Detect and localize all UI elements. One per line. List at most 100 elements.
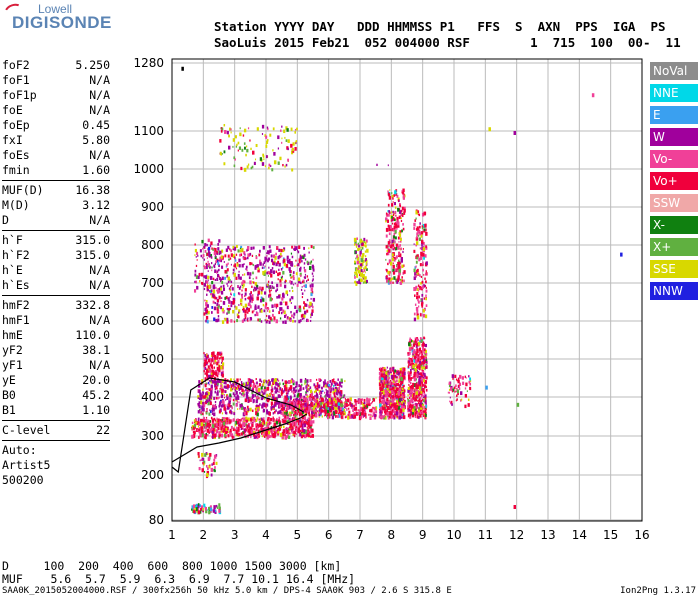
echo-point — [283, 129, 286, 134]
echo-point — [252, 387, 254, 390]
echo-point — [399, 233, 402, 238]
echo-point — [234, 420, 236, 423]
echo-point — [393, 194, 396, 197]
echo-point — [208, 383, 210, 386]
echo-point — [391, 239, 394, 244]
echo-point — [293, 430, 296, 435]
echo-point — [414, 397, 417, 402]
echo-point — [321, 400, 323, 404]
echo-point — [419, 256, 423, 260]
echo-point — [204, 243, 207, 247]
echo-point — [310, 428, 312, 431]
echo-point — [422, 224, 426, 228]
echo-point — [198, 455, 200, 458]
echo-point — [372, 406, 374, 409]
echo-point — [410, 377, 412, 379]
echo-point — [228, 400, 231, 405]
echo-point — [245, 153, 247, 157]
echo-point — [387, 224, 390, 228]
echo-point — [199, 422, 202, 426]
echo-point — [398, 401, 400, 404]
echo-point — [380, 394, 382, 396]
echo-point — [394, 382, 398, 387]
echo-point — [319, 390, 323, 395]
echo-point — [422, 388, 425, 392]
echo-point — [308, 405, 311, 410]
echo-point — [215, 405, 217, 409]
echo-point — [206, 428, 210, 433]
echo-point — [238, 146, 242, 150]
echo-point — [221, 351, 223, 354]
echo-point — [233, 293, 236, 297]
echo-point — [207, 270, 209, 272]
echo-point — [415, 210, 418, 215]
echo-point — [297, 400, 300, 405]
echo-point — [320, 396, 322, 399]
echo-point — [310, 398, 313, 402]
echo-point — [403, 264, 405, 267]
echo-point — [251, 254, 254, 257]
echo-point — [308, 408, 310, 411]
echo-point — [368, 402, 371, 407]
echo-point — [223, 385, 226, 389]
echo-point — [303, 408, 305, 412]
echo-point — [412, 412, 414, 415]
echo-point — [265, 302, 268, 306]
echo-point — [214, 362, 216, 365]
echo-point — [265, 430, 268, 435]
echo-point — [282, 413, 285, 417]
echo-point — [400, 217, 402, 220]
echo-point — [279, 317, 282, 320]
echo-point — [273, 319, 275, 322]
echo-point — [208, 412, 211, 416]
echo-point — [273, 410, 276, 414]
echo-point — [283, 398, 286, 402]
echo-point — [420, 405, 423, 410]
echo-point — [374, 413, 377, 418]
echo-point — [275, 389, 278, 394]
echo-point — [215, 461, 218, 465]
echo-point — [216, 258, 219, 262]
echo-point — [395, 223, 398, 228]
echo-point — [297, 403, 299, 406]
echo-point — [205, 300, 208, 303]
echo-point — [366, 405, 368, 408]
echo-point — [221, 425, 224, 429]
echo-point — [218, 506, 221, 511]
echo-point — [301, 317, 304, 320]
echo-point — [249, 426, 252, 430]
plot-frame — [171, 58, 643, 522]
echo-point — [205, 265, 208, 270]
echo-point — [286, 422, 289, 426]
echo-point — [464, 404, 467, 409]
echo-point — [402, 408, 405, 412]
echo-point — [318, 404, 320, 407]
echo-point — [210, 253, 213, 257]
echo-point — [396, 408, 399, 412]
echo-point — [385, 220, 387, 223]
echo-point — [210, 289, 213, 293]
echo-point — [270, 406, 273, 410]
echo-point — [225, 265, 227, 268]
echo-point — [226, 317, 229, 322]
echo-point — [409, 413, 412, 417]
echo-point — [252, 277, 254, 280]
echo-point — [252, 271, 254, 275]
echo-point — [389, 241, 391, 244]
echo-point — [194, 426, 197, 429]
echo-point — [464, 375, 467, 378]
echo-point — [400, 402, 402, 406]
echo-point — [412, 350, 416, 355]
echo-point — [228, 304, 230, 307]
echo-point — [211, 418, 215, 423]
echo-point — [401, 206, 404, 210]
echo-point — [263, 435, 266, 438]
echo-point — [309, 417, 311, 421]
echo-point — [234, 428, 236, 432]
echo-point — [302, 314, 304, 317]
echo-point — [299, 388, 302, 392]
echo-point — [417, 415, 420, 419]
echo-point — [364, 412, 367, 417]
echo-point — [223, 389, 226, 393]
echo-point — [385, 212, 388, 215]
